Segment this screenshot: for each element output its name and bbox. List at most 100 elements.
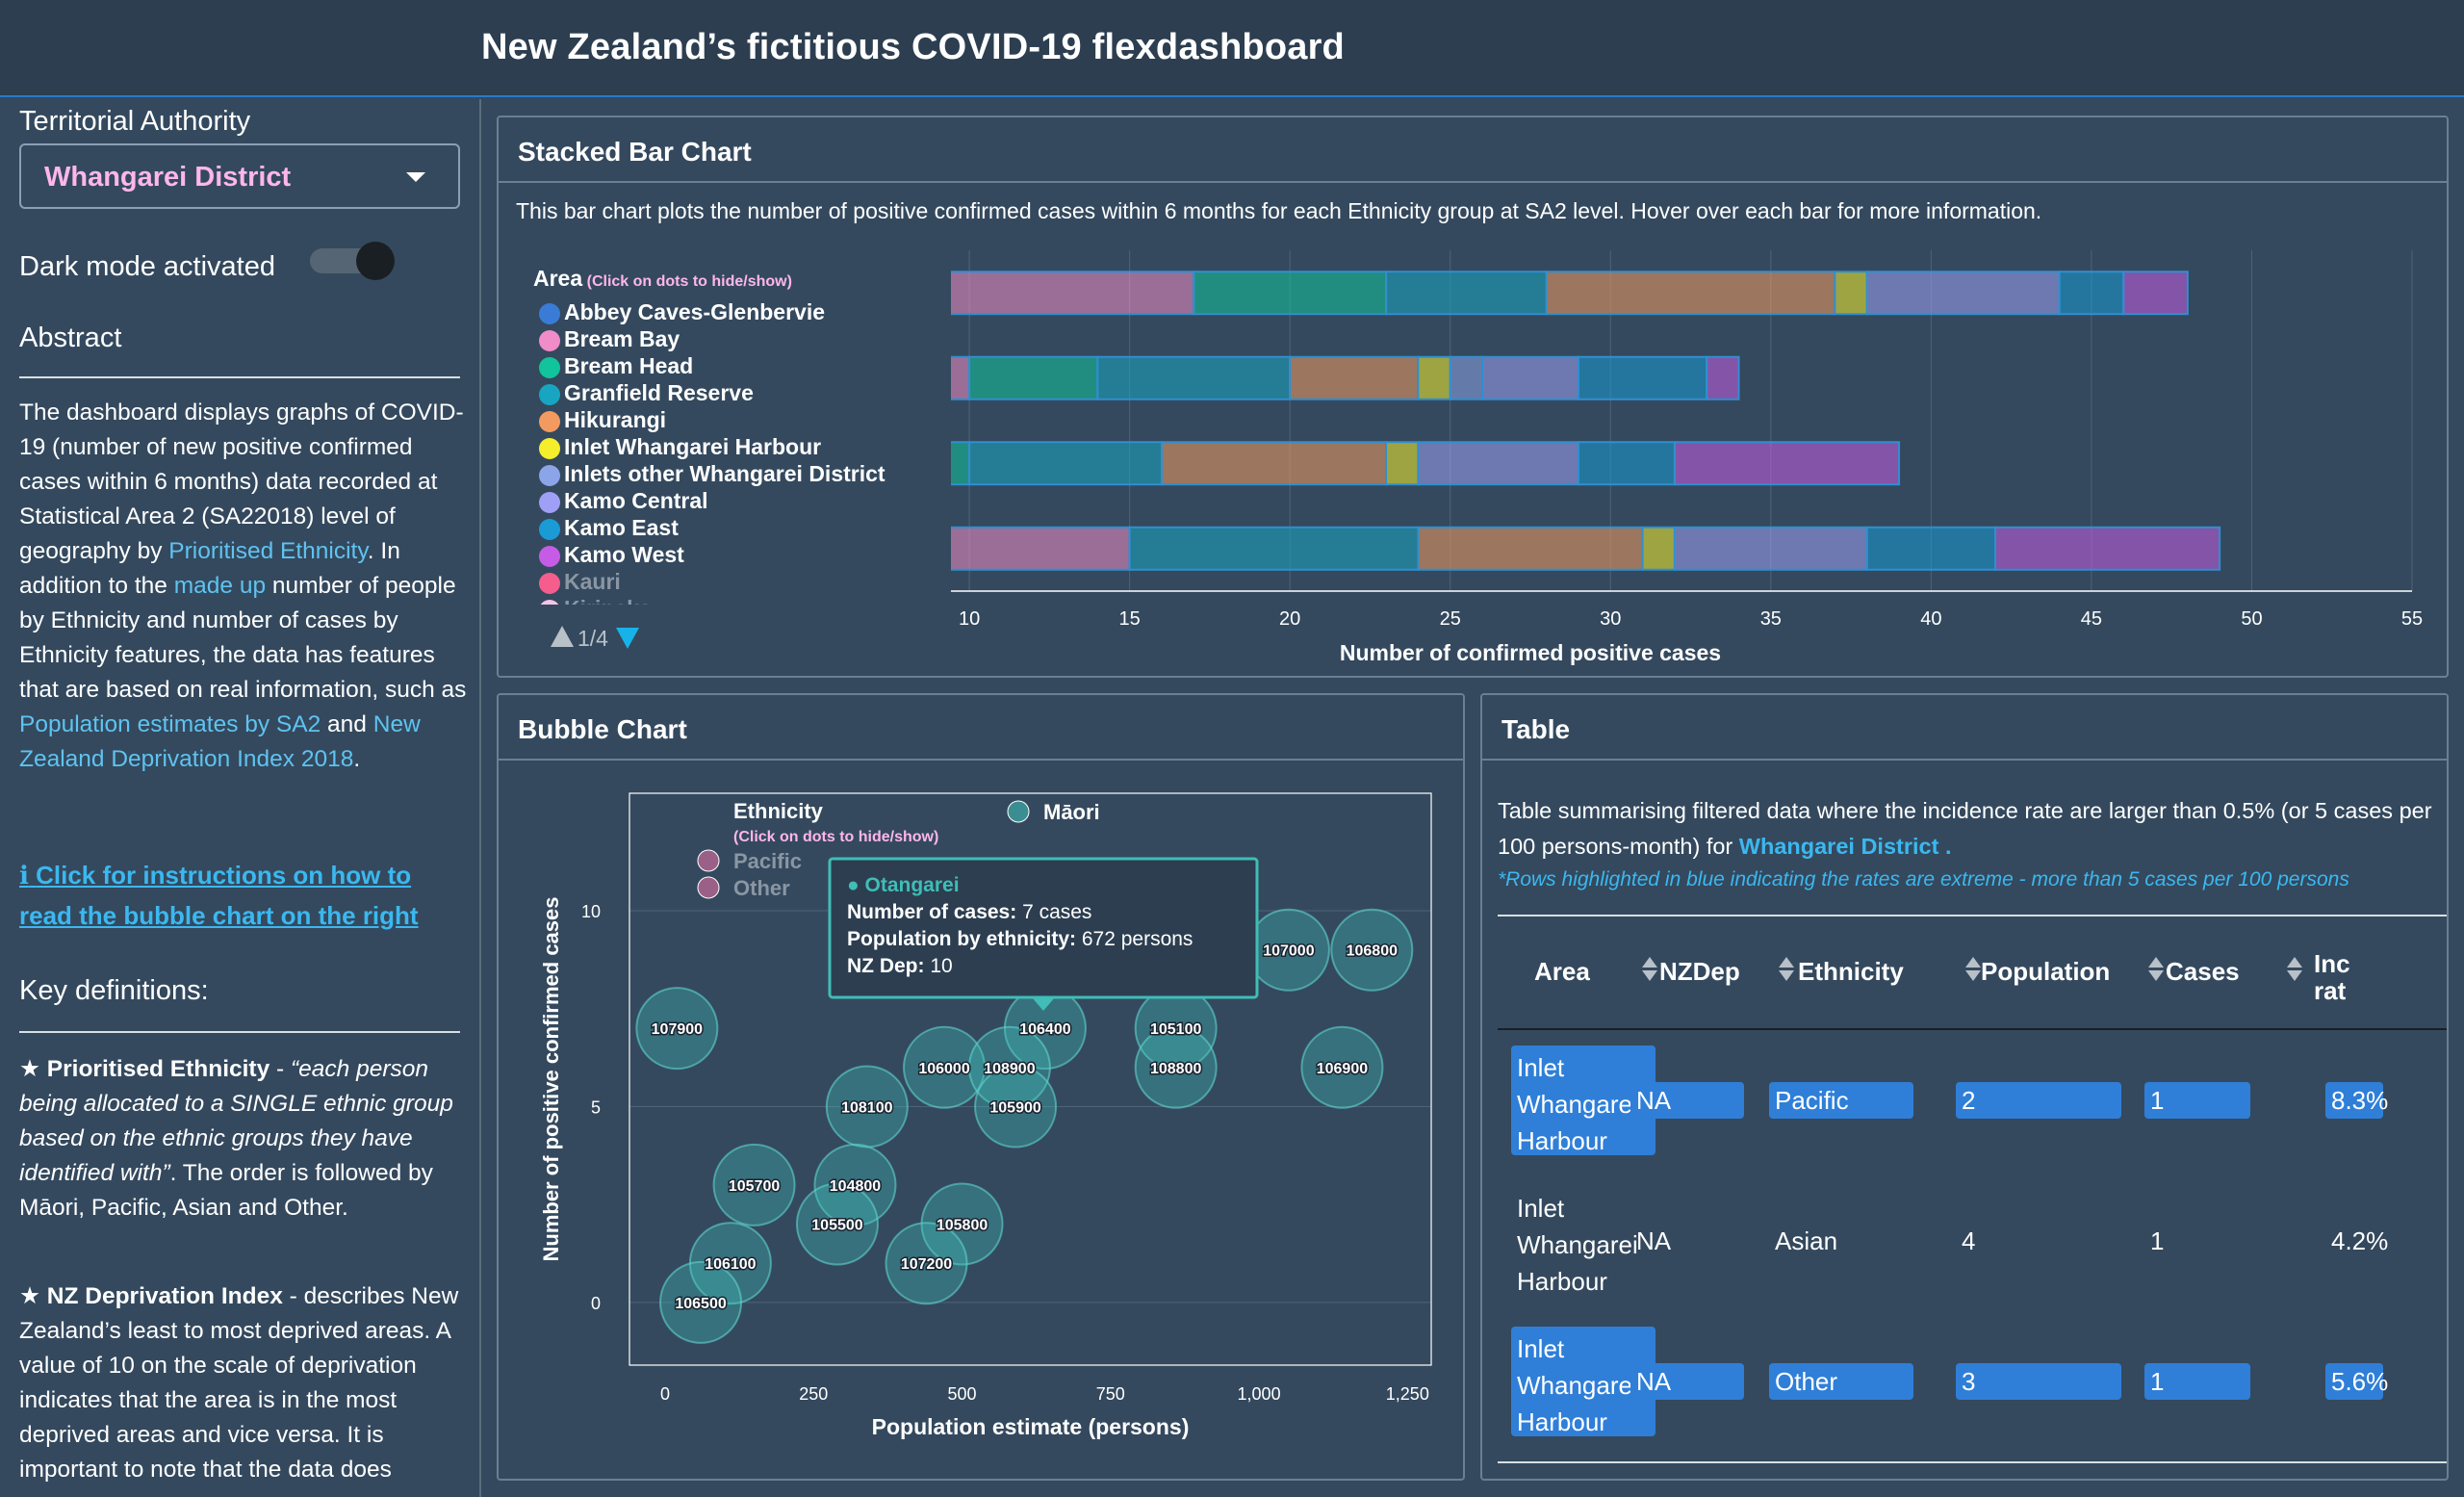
bar-segment[interactable] bbox=[951, 441, 971, 486]
legend-item[interactable]: Abbey Caves-Glenbervie bbox=[564, 299, 826, 324]
sort-up-icon[interactable] bbox=[2148, 957, 2164, 968]
population-estimates-link[interactable]: Population estimates by SA2 bbox=[19, 711, 321, 737]
bar-segment[interactable] bbox=[951, 526, 1131, 571]
bar-segment[interactable] bbox=[1449, 355, 1484, 400]
bar-segment[interactable] bbox=[1834, 271, 1868, 316]
deprivation-index-link[interactable]: New Zealand Deprivation Index 2018 bbox=[19, 711, 421, 772]
bar-segment[interactable] bbox=[1417, 526, 1644, 571]
bar-segment[interactable] bbox=[1289, 355, 1420, 400]
bar-segment[interactable] bbox=[1673, 526, 1868, 571]
bar-segment[interactable] bbox=[968, 441, 1163, 486]
bubble-instructions-link[interactable]: ℹ Click for instructions on how to read … bbox=[19, 861, 419, 930]
legend-next-icon[interactable] bbox=[616, 628, 639, 654]
legend-item[interactable]: Kiripaka bbox=[564, 596, 652, 605]
legend-dot[interactable] bbox=[539, 573, 560, 594]
bar-segment[interactable] bbox=[2122, 271, 2189, 316]
legend-dot[interactable] bbox=[539, 465, 560, 486]
bar-segment[interactable] bbox=[1577, 441, 1676, 486]
bubble-point[interactable] bbox=[974, 1065, 1058, 1149]
bubble-point[interactable] bbox=[813, 1143, 897, 1226]
bar-segment[interactable] bbox=[1193, 271, 1388, 316]
bar-segment[interactable] bbox=[1385, 271, 1548, 316]
bubble-point[interactable] bbox=[1330, 908, 1414, 992]
bar-segment[interactable] bbox=[1993, 526, 2221, 571]
legend-item[interactable]: Inlets other Whangarei District bbox=[564, 461, 886, 486]
bubble-point[interactable] bbox=[920, 1182, 1004, 1266]
legend-item[interactable]: Kamo Central bbox=[564, 488, 708, 513]
legend-dot[interactable] bbox=[1007, 800, 1030, 823]
legend-dot[interactable] bbox=[539, 411, 560, 432]
bar-segment[interactable] bbox=[1128, 526, 1420, 571]
bar-segment[interactable] bbox=[2058, 271, 2125, 316]
bar-segment[interactable] bbox=[1673, 441, 1901, 486]
bubble-point[interactable] bbox=[885, 1222, 968, 1305]
made-up-link[interactable]: made up bbox=[173, 573, 267, 599]
legend-dot[interactable] bbox=[539, 600, 560, 605]
bubble-point[interactable] bbox=[712, 1143, 796, 1226]
bar-segment[interactable] bbox=[1865, 526, 1996, 571]
bar-segment[interactable] bbox=[1160, 441, 1388, 486]
legend-dot[interactable] bbox=[697, 876, 720, 899]
legend-item[interactable]: Granfield Reserve bbox=[564, 380, 754, 405]
column-header[interactable]: NZDep bbox=[1659, 957, 1740, 986]
legend-dot[interactable] bbox=[539, 519, 560, 540]
bar-segment[interactable] bbox=[1417, 441, 1579, 486]
x-tick-label: 0 bbox=[660, 1384, 670, 1404]
legend-item[interactable]: Māori bbox=[1043, 800, 1100, 824]
bar-segment[interactable] bbox=[1481, 355, 1579, 400]
sort-down-icon[interactable] bbox=[2148, 970, 2164, 981]
sort-up-icon[interactable] bbox=[2287, 957, 2302, 968]
bar-segment[interactable] bbox=[1385, 441, 1420, 486]
bar-segment[interactable] bbox=[1641, 526, 1676, 571]
bubble-point[interactable] bbox=[659, 1260, 743, 1344]
legend-dot[interactable] bbox=[539, 330, 560, 351]
column-header[interactable]: Ethnicity bbox=[1798, 957, 1904, 986]
sort-down-icon[interactable] bbox=[1779, 970, 1794, 981]
column-header[interactable]: Population bbox=[1981, 957, 2111, 986]
legend-dot[interactable] bbox=[697, 849, 720, 872]
dark-mode-toggle[interactable] bbox=[310, 242, 397, 280]
sort-up-icon[interactable] bbox=[1779, 957, 1794, 968]
bar-segment[interactable] bbox=[1096, 355, 1292, 400]
legend-item[interactable]: Kauri bbox=[564, 569, 621, 594]
legend-dot[interactable] bbox=[539, 303, 560, 324]
legend-item[interactable]: Inlet Whangarei Harbour bbox=[564, 434, 822, 459]
sort-up-icon[interactable] bbox=[1965, 957, 1981, 968]
prioritised-ethnicity-link[interactable]: Prioritised Ethnicity bbox=[168, 538, 368, 564]
column-header[interactable]: Cases bbox=[2166, 957, 2240, 986]
column-header[interactable]: rat bbox=[2314, 976, 2347, 1005]
ta-dropdown[interactable]: Whangarei District bbox=[19, 143, 460, 209]
bar-segment[interactable] bbox=[951, 355, 971, 400]
legend-item[interactable]: Bream Head bbox=[564, 353, 694, 378]
bar-segment[interactable] bbox=[968, 355, 1099, 400]
sort-down-icon[interactable] bbox=[2287, 970, 2302, 981]
legend-dot[interactable] bbox=[539, 384, 560, 405]
column-header[interactable]: Inc bbox=[2314, 949, 2350, 978]
legend-dot[interactable] bbox=[539, 438, 560, 459]
sort-up-icon[interactable] bbox=[1642, 957, 1657, 968]
column-header[interactable]: Area bbox=[1534, 957, 1590, 986]
legend-prev-icon[interactable] bbox=[551, 626, 574, 652]
legend-item[interactable]: Bream Bay bbox=[564, 326, 680, 351]
bubble-point[interactable] bbox=[635, 987, 719, 1071]
legend-item[interactable]: Kamo West bbox=[564, 542, 684, 567]
sort-down-icon[interactable] bbox=[1642, 970, 1657, 981]
bubble-point[interactable] bbox=[903, 1025, 987, 1109]
legend-dot[interactable] bbox=[539, 492, 560, 513]
bubble-point[interactable] bbox=[795, 1182, 879, 1266]
bubble-point[interactable] bbox=[1300, 1025, 1384, 1109]
bar-segment[interactable] bbox=[1577, 355, 1708, 400]
legend-dot[interactable] bbox=[539, 546, 560, 567]
bar-segment[interactable] bbox=[1706, 355, 1740, 400]
sort-down-icon[interactable] bbox=[1965, 970, 1981, 981]
bubble-point[interactable] bbox=[1134, 1025, 1218, 1109]
bar-segment[interactable] bbox=[951, 271, 1195, 316]
legend-item[interactable]: Kamo East bbox=[564, 515, 679, 540]
legend-dot[interactable] bbox=[539, 357, 560, 378]
legend-item[interactable]: Hikurangi bbox=[564, 407, 667, 432]
bar-segment[interactable] bbox=[1865, 271, 2061, 316]
legend-item[interactable]: Other bbox=[733, 876, 790, 900]
legend-item[interactable]: Pacific bbox=[733, 849, 802, 873]
bar-segment[interactable] bbox=[1545, 271, 1836, 316]
bar-segment[interactable] bbox=[1417, 355, 1451, 400]
